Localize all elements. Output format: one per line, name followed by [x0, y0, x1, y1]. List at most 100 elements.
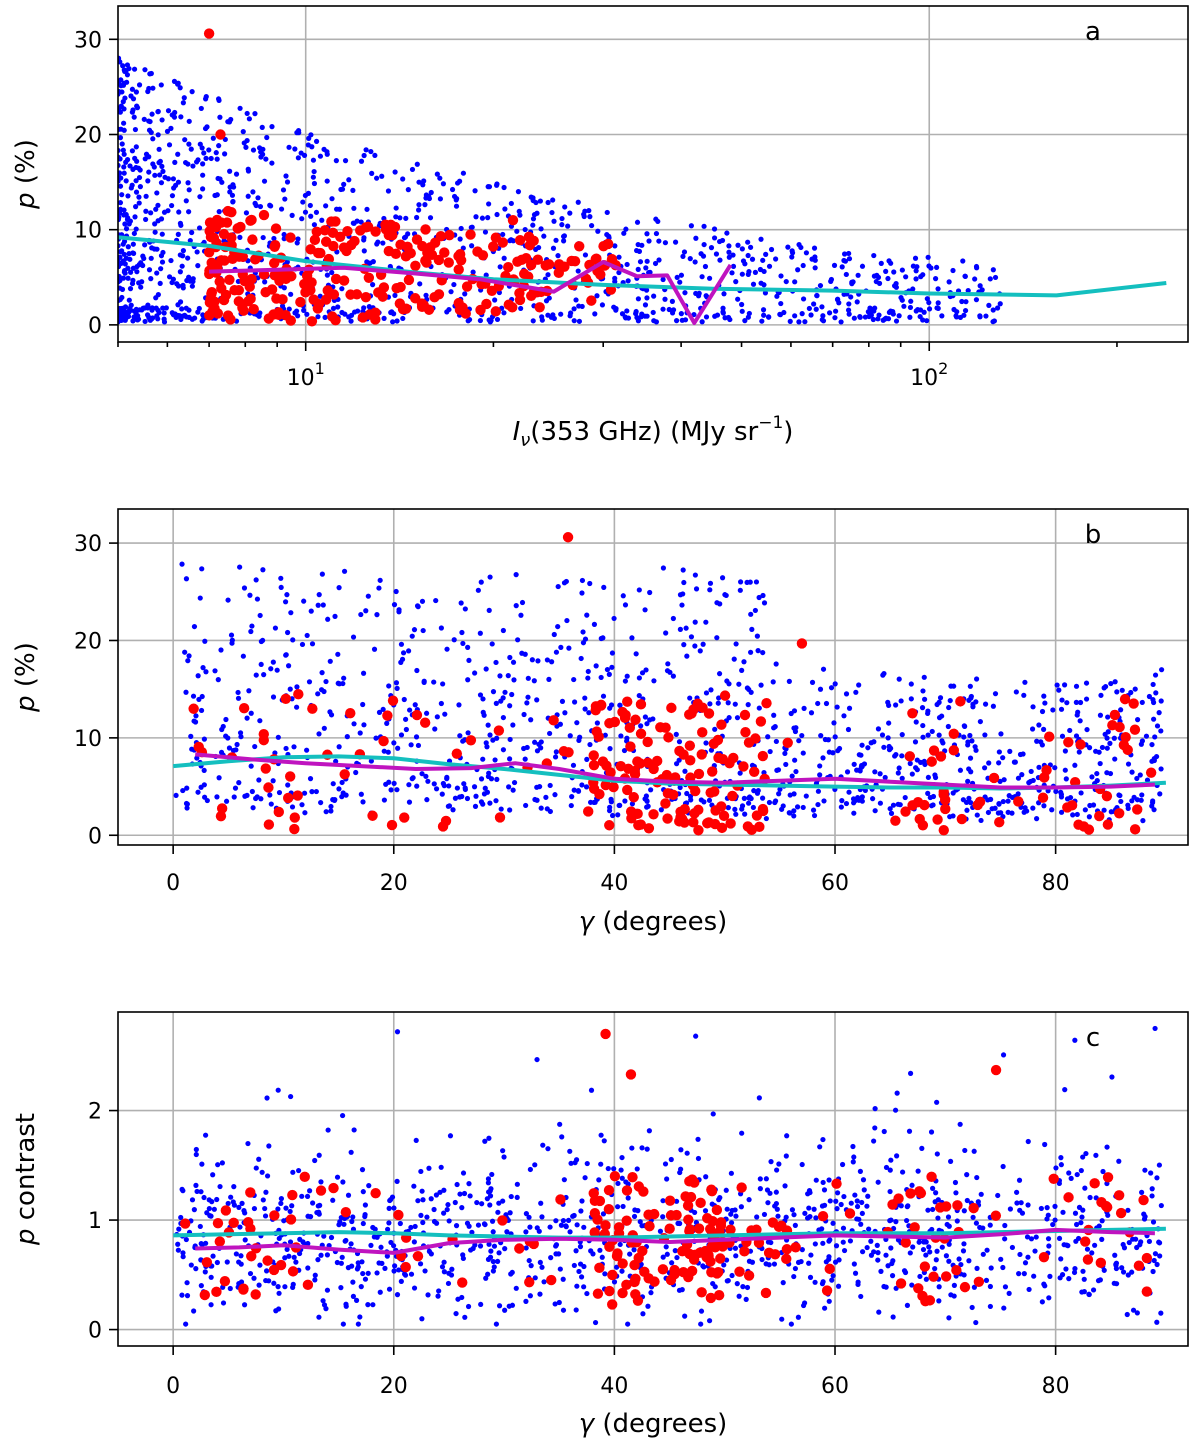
blue-point	[372, 1226, 378, 1232]
blue-point	[968, 800, 974, 806]
red-point	[330, 314, 341, 326]
blue-point	[449, 186, 456, 193]
blue-point	[333, 158, 339, 164]
blue-point	[360, 799, 366, 805]
blue-point	[920, 317, 926, 323]
blue-point	[841, 251, 848, 257]
x-axis-label: γ (degrees)	[579, 1409, 728, 1439]
blue-point	[1015, 775, 1022, 781]
red-point	[411, 234, 423, 245]
blue-point	[1002, 1236, 1008, 1242]
blue-point	[786, 678, 792, 684]
blue-point	[255, 195, 261, 201]
blue-point	[1029, 726, 1036, 732]
blue-point	[242, 1237, 248, 1243]
blue-point	[136, 174, 143, 181]
red-point	[439, 247, 450, 258]
blue-point	[779, 1316, 785, 1322]
blue-point	[1045, 1212, 1051, 1218]
blue-point	[711, 226, 718, 232]
blue-point	[129, 109, 135, 115]
blue-point	[801, 705, 807, 711]
blue-point	[1006, 1290, 1012, 1296]
blue-point	[318, 799, 324, 806]
blue-point	[514, 1181, 520, 1187]
blue-point	[496, 1200, 502, 1206]
red-point	[246, 214, 257, 226]
blue-point	[309, 789, 315, 795]
blue-point	[361, 152, 367, 159]
blue-point	[582, 695, 588, 701]
blue-point	[186, 141, 192, 147]
blue-point	[246, 688, 252, 694]
blue-point	[708, 687, 714, 693]
blue-point	[198, 1283, 204, 1289]
blue-point	[324, 272, 330, 278]
red-point	[218, 294, 230, 306]
blue-point	[569, 794, 575, 800]
red-point	[709, 818, 721, 830]
red-point	[705, 1256, 716, 1267]
blue-point	[229, 640, 235, 646]
red-point	[453, 264, 464, 275]
magenta-running-mean-line	[209, 260, 733, 325]
blue-point	[184, 785, 190, 791]
red-point	[711, 1204, 723, 1216]
blue-point	[188, 1262, 194, 1268]
blue-point	[937, 695, 944, 701]
blue-point	[450, 807, 456, 813]
blue-point	[334, 1174, 341, 1180]
blue-point	[290, 637, 296, 643]
blue-point	[120, 63, 126, 69]
blue-point	[1056, 1235, 1063, 1242]
blue-point	[676, 739, 683, 745]
red-point	[760, 1287, 772, 1299]
blue-point	[1036, 722, 1042, 728]
blue-point	[644, 721, 650, 727]
blue-point	[699, 319, 705, 325]
blue-point	[766, 1262, 772, 1268]
blue-point	[1125, 802, 1131, 808]
blue-point	[186, 653, 192, 659]
blue-point	[823, 1259, 829, 1265]
red-point	[590, 253, 601, 265]
blue-point	[622, 798, 628, 804]
blue-point	[475, 587, 481, 593]
blue-point	[263, 1189, 269, 1195]
blue-point	[212, 668, 218, 674]
blue-point	[841, 257, 847, 264]
blue-point	[193, 1182, 199, 1188]
blue-point	[291, 1254, 297, 1260]
blue-point	[888, 810, 895, 816]
blue-point	[960, 797, 966, 803]
blue-point	[1129, 798, 1135, 804]
red-point	[644, 1221, 655, 1232]
blue-point	[1120, 1269, 1127, 1275]
red-point	[743, 737, 755, 748]
blue-point	[256, 777, 262, 783]
blue-point	[923, 1252, 929, 1258]
blue-point	[249, 788, 255, 795]
blue-point	[175, 1247, 181, 1253]
blue-point	[485, 722, 491, 728]
blue-point	[714, 635, 720, 641]
blue-point	[830, 1273, 836, 1279]
blue-point	[454, 1181, 460, 1188]
blue-point	[684, 653, 690, 659]
blue-point	[598, 1132, 604, 1138]
blue-point	[541, 1279, 547, 1285]
blue-point	[225, 1200, 231, 1207]
blue-point	[898, 698, 904, 704]
blue-point	[724, 230, 730, 236]
blue-point	[511, 779, 518, 786]
red-point	[790, 1242, 801, 1253]
blue-point	[377, 1289, 383, 1295]
blue-point	[667, 669, 673, 675]
blue-point	[910, 1244, 916, 1250]
blue-point	[390, 1243, 397, 1249]
blue-point	[474, 1199, 480, 1206]
blue-point	[493, 659, 499, 666]
red-point	[990, 1064, 1002, 1076]
blue-point	[1093, 748, 1099, 754]
blue-point	[625, 1195, 631, 1201]
